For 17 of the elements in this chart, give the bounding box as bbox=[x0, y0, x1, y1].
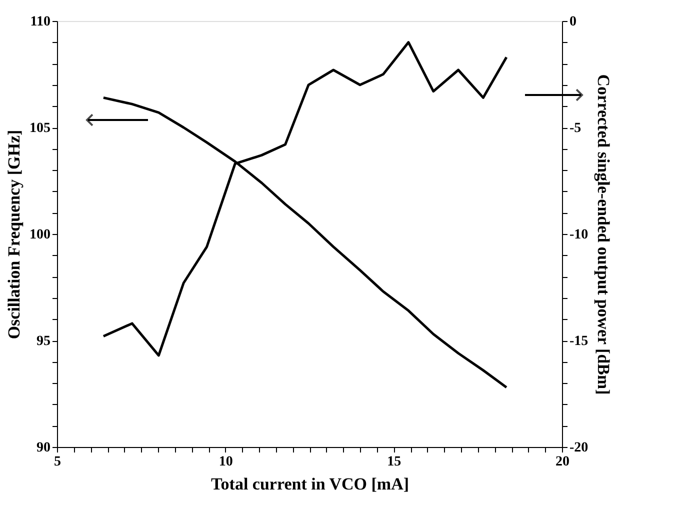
y-tick-label: 105 bbox=[30, 121, 50, 136]
x-tick-label: 10 bbox=[218, 454, 233, 470]
y2-tick-label: -10 bbox=[570, 228, 588, 242]
x-tick-label: 15 bbox=[387, 454, 402, 470]
y2-tick-label: -5 bbox=[570, 121, 582, 136]
x-tick-label: 20 bbox=[556, 454, 570, 470]
x-tick-label: 5 bbox=[54, 454, 61, 470]
y2-tick-label: 0 bbox=[570, 14, 576, 30]
y-tick-label: 100 bbox=[30, 228, 50, 242]
x-axis-title: Total current in VCO [mA] bbox=[210, 474, 410, 494]
y-tick-label: 95 bbox=[36, 334, 50, 349]
y2-tick-label: -15 bbox=[570, 334, 588, 349]
y2-axis-title: Corrected single-ended output power [dBm] bbox=[594, 74, 614, 395]
y-tick-label: 90 bbox=[36, 440, 50, 456]
y2-tick-label: -20 bbox=[570, 440, 588, 456]
y-tick-label: 110 bbox=[30, 14, 50, 30]
y-axis-title: Oscillation Frequency [GHz] bbox=[4, 130, 24, 340]
